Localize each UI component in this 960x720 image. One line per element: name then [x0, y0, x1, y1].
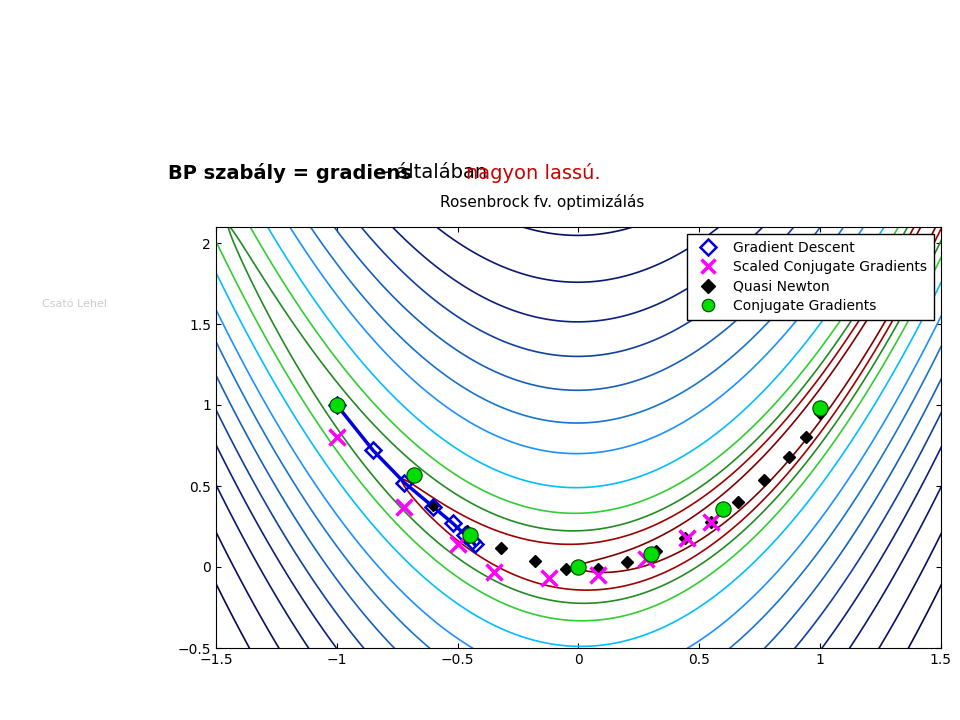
Text: Self. Org.: Self. Org. [49, 466, 100, 475]
Text: B.P.: B.P. [63, 395, 85, 404]
Text: Rosenbrock fv. optimizálás: Rosenbrock fv. optimizálás [441, 194, 644, 210]
Text: 12: 12 [53, 242, 96, 271]
Text: S.O.M.: S.O.M. [57, 537, 92, 546]
Text: Hebb: Hebb [60, 430, 89, 440]
Text: Csató Lehel: Csató Lehel [42, 300, 107, 309]
Legend: Gradient Descent, Scaled Conjugate Gradients, Quasi Newton, Conjugate Gradients: Gradient Descent, Scaled Conjugate Gradi… [687, 234, 934, 320]
Text: Backpropagation: Backpropagation [168, 47, 488, 79]
FancyBboxPatch shape [5, 6, 125, 120]
Text: BP szabály = gradiens: BP szabály = gradiens [168, 163, 412, 183]
Text: Multilayer: Multilayer [47, 359, 102, 369]
Text: nagyon lassú.: nagyon lassú. [466, 163, 600, 183]
Text: – általában: – általában [374, 163, 493, 182]
Text: Mesterséges
Intelligencia: Mesterséges Intelligencia [35, 184, 114, 211]
Text: Példa II: Példa II [790, 47, 931, 79]
Text: Hebb-hálók: Hebb-hálók [42, 501, 107, 511]
